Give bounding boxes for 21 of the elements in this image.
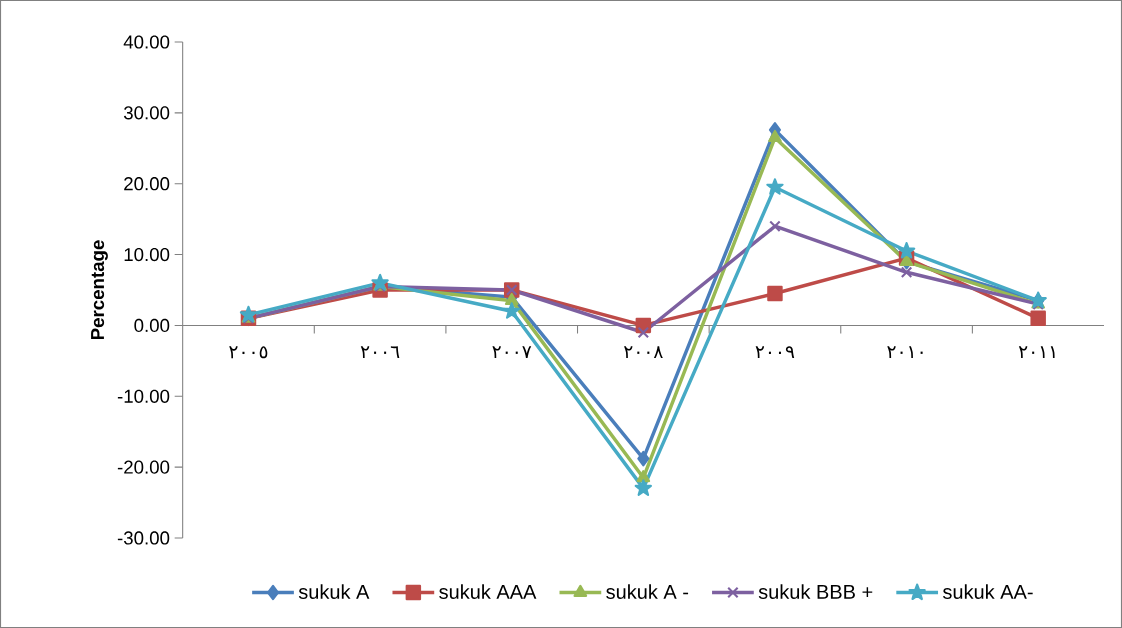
y-tick-label: -30.00: [117, 531, 170, 545]
y-tick-label: -10.00: [117, 389, 170, 403]
y-tick-label: -20.00: [117, 460, 170, 474]
x-tick-label: ٢٠٠٧: [492, 346, 532, 358]
legend-label: sukuk BBB +: [758, 584, 873, 599]
legend-label: sukuk A: [298, 584, 370, 599]
y-tick-label: 30.00: [123, 106, 170, 120]
x-tick-label: ٢٠٠٨: [624, 346, 663, 358]
x-tick-label: ٢٠٠٥: [229, 346, 268, 359]
y-axis-title: Percentage: [91, 240, 108, 340]
legend-label: sukuk A -: [606, 584, 689, 599]
y-tick-label: 10.00: [124, 247, 170, 262]
y-tick-label: 0.00: [134, 318, 170, 333]
x-tick-label: ٢٠٠٩: [755, 346, 795, 359]
legend-label: sukuk AA-: [943, 584, 1033, 599]
x-tick-label: ٢٠١١: [1018, 346, 1055, 358]
legend-label: sukuk AAA: [439, 584, 537, 599]
y-tick-label: 40.00: [123, 35, 170, 49]
x-tick-label: ٢٠١٠: [887, 346, 923, 358]
x-tick-label: ٢٠٠٦: [360, 346, 400, 358]
y-tick-label: 20.00: [124, 177, 170, 191]
